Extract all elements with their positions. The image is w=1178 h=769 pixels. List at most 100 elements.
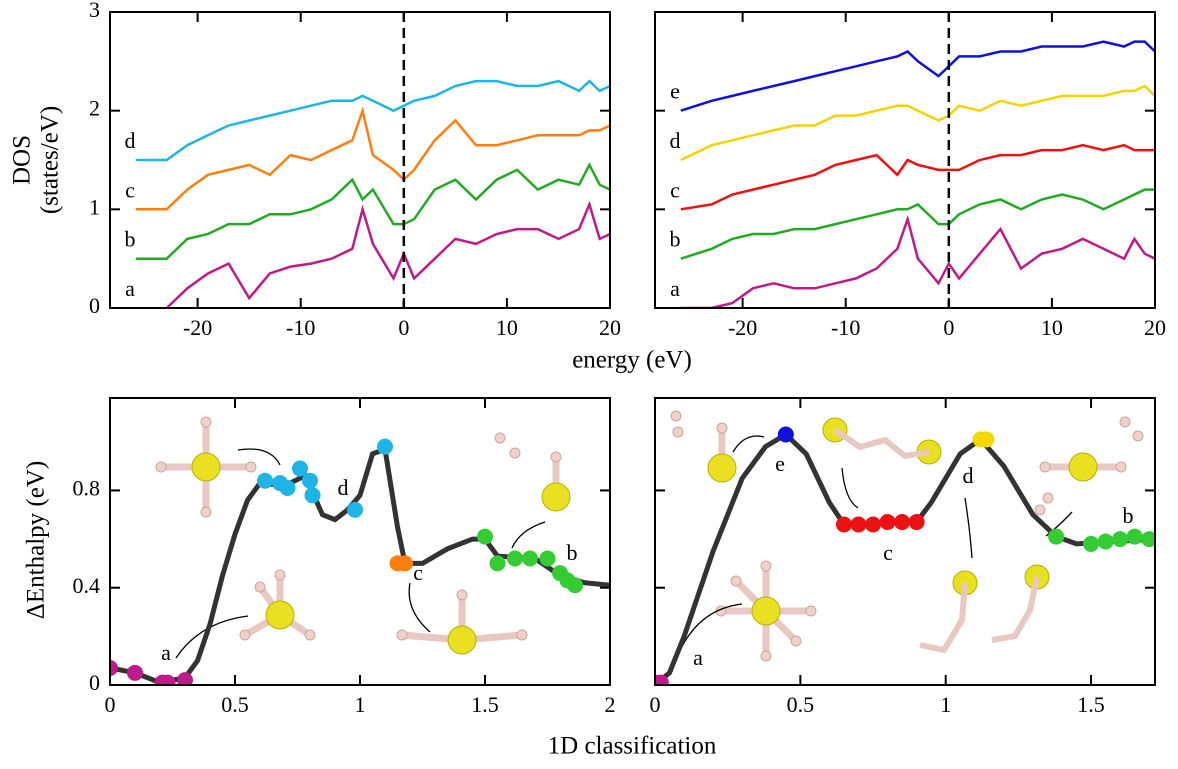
si-atom <box>751 596 781 626</box>
frame <box>654 397 1156 686</box>
plot-area <box>110 438 610 685</box>
h-atom <box>1132 430 1144 442</box>
structure-point <box>257 472 273 489</box>
h-atom <box>200 506 212 518</box>
dos-line <box>135 79 610 162</box>
x-tick-label: 20 <box>599 315 621 340</box>
h-atom <box>1039 461 1051 473</box>
x-tick-label: 0 <box>943 315 954 340</box>
structure-point <box>1048 528 1065 545</box>
h-atom <box>155 461 167 473</box>
structure-point <box>567 577 583 594</box>
dos-line <box>680 143 1155 211</box>
series-label: d <box>125 128 136 153</box>
dos-line <box>680 40 1155 112</box>
structure-point <box>879 514 896 531</box>
dos-line <box>680 214 1155 308</box>
si-atom <box>191 452 221 482</box>
series-label: a <box>161 640 171 665</box>
series-label: b <box>125 227 136 252</box>
y-tick-label: 1 <box>89 194 100 219</box>
dos-line <box>135 162 610 260</box>
arrow <box>1045 511 1073 537</box>
structure-point <box>477 528 493 545</box>
series-label: e <box>775 451 785 476</box>
structure-point <box>1083 535 1100 552</box>
h-atom <box>716 422 728 434</box>
h-atom <box>274 569 286 581</box>
dos-line <box>135 106 610 211</box>
h-atom <box>1115 461 1127 473</box>
structure-point <box>347 501 363 518</box>
dos-line <box>165 200 610 308</box>
molecule-art <box>155 410 1144 673</box>
structure-point <box>292 460 308 477</box>
structure-point <box>110 659 118 676</box>
si-atom <box>1068 452 1098 482</box>
x-tick-label: 1 <box>355 692 366 717</box>
structure-point <box>865 516 882 533</box>
x-tick-label: -10 <box>286 315 315 340</box>
h-atom <box>730 575 742 587</box>
arrow <box>237 448 281 466</box>
h-atom <box>200 416 212 428</box>
enthalpy-curve <box>110 445 610 685</box>
h-atom <box>304 629 316 641</box>
x-tick-label: 20 <box>1144 315 1166 340</box>
structure-point <box>1097 533 1114 550</box>
arrow <box>964 497 973 559</box>
structure-point <box>908 514 925 531</box>
frame <box>109 397 611 686</box>
x-tick-label: -20 <box>183 315 212 340</box>
structure-point <box>279 479 296 496</box>
x-tick-label: 0.5 <box>787 692 815 717</box>
series-label: a <box>670 276 680 301</box>
arrow <box>511 521 546 549</box>
h-atom <box>245 461 257 473</box>
si-atom <box>707 453 737 483</box>
series-label: c <box>125 177 135 202</box>
h-atom <box>550 451 562 463</box>
h-atom <box>790 635 802 647</box>
series-label: d <box>670 128 681 153</box>
x-tick-label: 0.5 <box>221 692 249 717</box>
h-atom <box>254 581 266 593</box>
structure-point <box>850 516 867 533</box>
plot-area <box>135 79 610 308</box>
h-atom <box>805 605 817 617</box>
x-tick-label: -10 <box>831 315 860 340</box>
structure-point <box>978 431 995 448</box>
y-tick-label: 3 <box>89 0 100 22</box>
y-tick-label: 0.8 <box>73 475 101 500</box>
h-atom <box>670 410 682 422</box>
bond-chain <box>991 576 1040 643</box>
series-label: c <box>883 540 893 565</box>
x-tick-label: 1.5 <box>471 692 499 717</box>
structure-point <box>1141 531 1155 548</box>
structure-point <box>655 674 669 685</box>
x-tick-label: 0 <box>398 315 409 340</box>
h-atom <box>494 432 506 444</box>
h-atom <box>1034 504 1046 516</box>
structure-point <box>127 664 143 681</box>
x-axis-title: 1D classification <box>548 733 717 760</box>
series-label: d <box>963 463 974 488</box>
x-tick-label: 0 <box>105 692 116 717</box>
structure-point <box>1126 528 1143 545</box>
y-axis-title: ΔEnthalpy (eV) <box>23 461 50 619</box>
plot-area <box>680 40 1155 308</box>
series-label: e <box>670 79 680 104</box>
h-atom <box>1119 416 1131 428</box>
structure-point <box>835 516 852 533</box>
bond-chain <box>833 427 930 460</box>
series-label: a <box>125 276 135 301</box>
arrow <box>732 435 765 453</box>
si-atom <box>447 625 477 655</box>
h-atom <box>760 650 772 662</box>
si-atom <box>541 482 571 512</box>
h-atom <box>672 426 684 438</box>
plot-area <box>655 426 1155 685</box>
x-tick-label: 10 <box>1041 315 1063 340</box>
structure-point <box>377 438 393 455</box>
h-atom <box>239 629 251 641</box>
